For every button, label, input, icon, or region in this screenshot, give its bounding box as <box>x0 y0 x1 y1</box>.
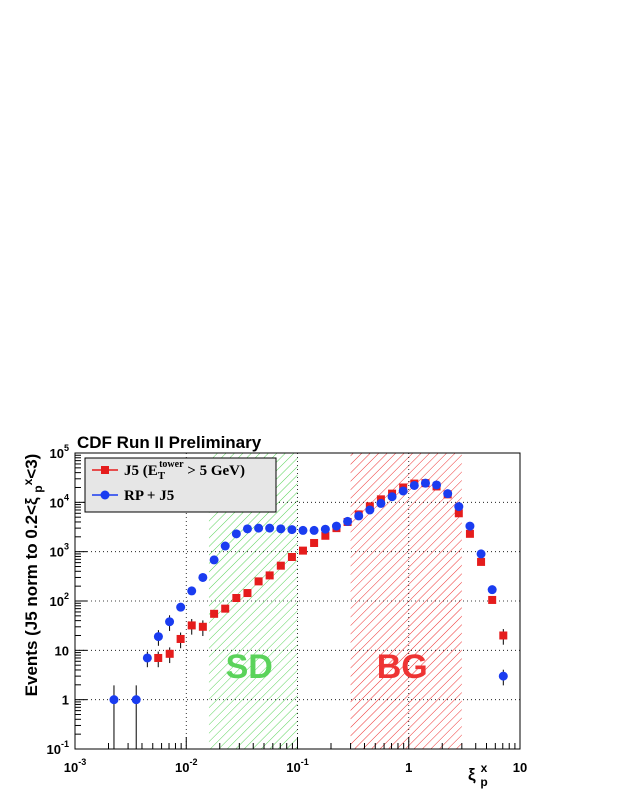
data-point <box>131 695 141 705</box>
data-point <box>343 516 353 526</box>
x-tick-label: 10-1 <box>286 757 308 775</box>
y-tick-label: 1 <box>62 693 69 708</box>
data-series <box>109 478 508 749</box>
data-point <box>487 585 497 595</box>
data-point <box>265 571 274 580</box>
data-point <box>142 653 152 663</box>
data-point <box>465 529 474 538</box>
data-point <box>454 502 464 512</box>
data-point <box>287 552 296 561</box>
data-point <box>320 524 330 534</box>
data-point <box>210 609 219 618</box>
data-point <box>176 634 185 643</box>
y-tick-label: 10 <box>55 643 69 658</box>
data-point <box>243 589 252 598</box>
data-point <box>365 505 375 515</box>
y-tick-label: 103 <box>50 542 69 560</box>
data-point <box>287 525 297 535</box>
data-point <box>398 486 408 496</box>
data-point <box>198 622 207 631</box>
data-point <box>331 521 341 531</box>
data-point <box>498 671 508 681</box>
y-axis-label: Events (J5 norm to 0.2<ξ px<3) <box>21 454 45 697</box>
data-point <box>477 557 486 566</box>
data-point <box>165 649 174 658</box>
data-point <box>231 529 241 539</box>
data-point <box>298 525 308 535</box>
data-point <box>310 538 319 547</box>
y-tick-label: 104 <box>50 492 69 510</box>
legend-label: J5 (ETtower > 5 GeV) <box>124 459 245 482</box>
data-point <box>220 541 230 551</box>
data-point <box>454 509 463 518</box>
data-point <box>176 602 186 612</box>
data-point <box>165 617 175 627</box>
x-tick-label: 10 <box>513 760 527 775</box>
x-axis-label: ξ px <box>468 761 488 789</box>
x-tick-label: 10-3 <box>64 757 86 775</box>
data-point <box>187 586 197 596</box>
data-point <box>265 523 275 533</box>
y-tick-label: 102 <box>50 591 69 609</box>
x-tick-label: 10-2 <box>175 757 197 775</box>
data-point <box>109 695 119 705</box>
data-point <box>232 594 241 603</box>
data-point <box>309 525 319 535</box>
chart-title: CDF Run II Preliminary <box>77 433 262 452</box>
data-point <box>276 561 285 570</box>
data-point <box>499 631 508 640</box>
data-point <box>198 572 208 582</box>
data-point <box>242 524 252 534</box>
data-point <box>153 632 163 642</box>
data-point <box>254 523 264 533</box>
x-tick-label: 1 <box>405 760 412 775</box>
region-labels: SD BG <box>226 648 428 686</box>
legend: J5 (ETtower > 5 GeV) RP + J5 <box>84 457 277 513</box>
data-point <box>321 531 330 540</box>
grid <box>75 453 520 749</box>
region-label-bg: BG <box>377 648 428 686</box>
data-point <box>432 480 442 490</box>
data-point <box>276 524 286 534</box>
y-tick-label: 10-1 <box>47 739 69 757</box>
data-point <box>254 577 263 586</box>
data-point <box>221 604 230 613</box>
legend-label: RP + J5 <box>124 488 174 504</box>
data-point <box>387 492 397 502</box>
data-point <box>488 595 497 604</box>
axis-ticks: 10-3 10-2 10-1 1 10 10-1 1 10 102 103 104 105 <box>47 443 528 775</box>
legend-box <box>84 457 277 513</box>
data-point <box>187 621 196 630</box>
data-point <box>420 478 430 488</box>
data-point <box>476 549 486 559</box>
data-point <box>154 653 163 662</box>
series-rp-j5 <box>109 478 508 749</box>
y-tick-label: 105 <box>50 443 69 461</box>
data-point <box>465 521 475 531</box>
data-point <box>443 489 453 499</box>
data-point <box>409 480 419 490</box>
data-point <box>354 511 364 521</box>
data-point <box>376 498 386 508</box>
legend-marker <box>101 466 109 474</box>
data-point <box>298 546 307 555</box>
data-point <box>209 555 219 565</box>
legend-marker <box>100 490 110 500</box>
region-label-sd: SD <box>226 648 273 686</box>
